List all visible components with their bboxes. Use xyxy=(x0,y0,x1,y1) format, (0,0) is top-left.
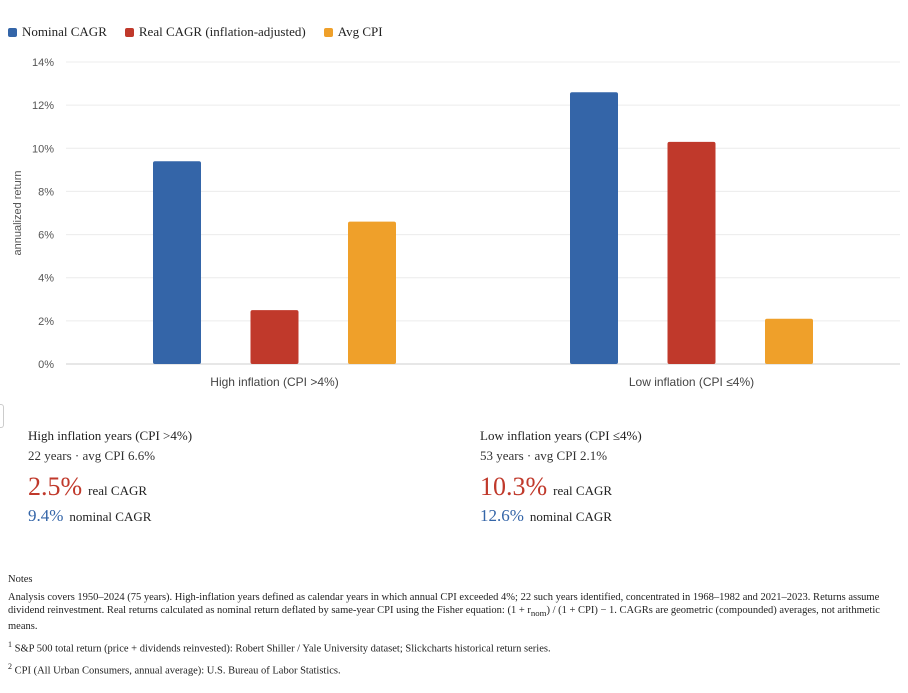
bar-real-1 xyxy=(667,141,716,364)
real-cagr-label: real CAGR xyxy=(553,483,613,498)
legend-label-cpi: Avg CPI xyxy=(337,24,383,39)
high-inflation-card: High inflation years (CPI >4%) 22 years … xyxy=(28,428,192,526)
y-tick-label: 4% xyxy=(38,273,54,285)
card-title: High inflation years (CPI >4%) xyxy=(28,428,193,443)
card-title: Low inflation years (CPI ≤4%) xyxy=(480,428,642,443)
y-tick-label: 2% xyxy=(38,316,54,328)
bar-nominal-1 xyxy=(570,92,618,364)
y-tick-label: 14% xyxy=(32,57,54,69)
bar-chart: 0% 2% 4% 6% 8% 10% 12% 14% annualized return High… xyxy=(12,57,900,389)
bar-real-0 xyxy=(250,310,299,364)
y-tick-label: 0% xyxy=(38,359,54,371)
legend-swatch-cpi xyxy=(323,27,333,37)
real-cagr-value: 2.5% xyxy=(28,472,83,501)
legend-item-nominal[interactable]: Nominal CAGR xyxy=(8,24,107,40)
legend-label-nominal: Nominal CAGR xyxy=(22,24,107,39)
card-subtitle: 22 years · avg CPI 6.6% xyxy=(28,448,156,463)
scroll-handle[interactable] xyxy=(0,404,4,428)
nominal-cagr-label: nominal CAGR xyxy=(69,509,152,524)
low-inflation-card: Low inflation years (CPI ≤4%) 53 years ·… xyxy=(480,428,642,526)
y-axis-title: annualized return xyxy=(12,170,24,255)
legend-swatch-nominal xyxy=(8,27,17,37)
x-category-label: Low inflation (CPI ≤4%) xyxy=(629,375,754,389)
footnote-1: 1 S&P 500 total return (price + dividend… xyxy=(8,640,551,655)
legend-item-cpi[interactable]: Avg CPI xyxy=(323,24,383,40)
nominal-cagr-label: nominal CAGR xyxy=(529,509,612,524)
notes-section: Notes Analysis covers 1950–2024 (75 year… xyxy=(8,573,900,681)
chart-legend: Nominal CAGR Real CAGR (inflation-adjust… xyxy=(8,24,383,40)
nominal-cagr-value: 12.6% xyxy=(480,506,524,525)
footnote-2: 2 CPI (All Urban Consumers, annual avera… xyxy=(8,661,341,677)
bar-nominal-0 xyxy=(153,161,201,364)
legend-swatch-real xyxy=(124,27,134,37)
nominal-cagr-value: 9.4% xyxy=(28,506,64,525)
y-tick-label: 12% xyxy=(32,100,54,112)
real-cagr-value: 10.3% xyxy=(480,472,548,501)
notes-body: Analysis covers 1950–2024 (75 years). Hi… xyxy=(8,592,880,633)
x-category-label: High inflation (CPI >4%) xyxy=(210,375,338,389)
bar-avg-0 xyxy=(348,221,396,364)
y-tick-label: 8% xyxy=(38,186,54,198)
legend-label-real: Real CAGR (inflation-adjusted) xyxy=(138,24,306,39)
notes-heading: Notes xyxy=(8,574,33,585)
y-tick-label: 10% xyxy=(32,143,54,155)
y-tick-label: 6% xyxy=(38,230,54,242)
card-subtitle: 53 years · avg CPI 2.1% xyxy=(480,448,608,463)
real-cagr-label: real CAGR xyxy=(88,483,148,498)
legend-item-real[interactable]: Real CAGR (inflation-adjusted) xyxy=(124,24,306,40)
bar-avg-1 xyxy=(765,318,813,364)
